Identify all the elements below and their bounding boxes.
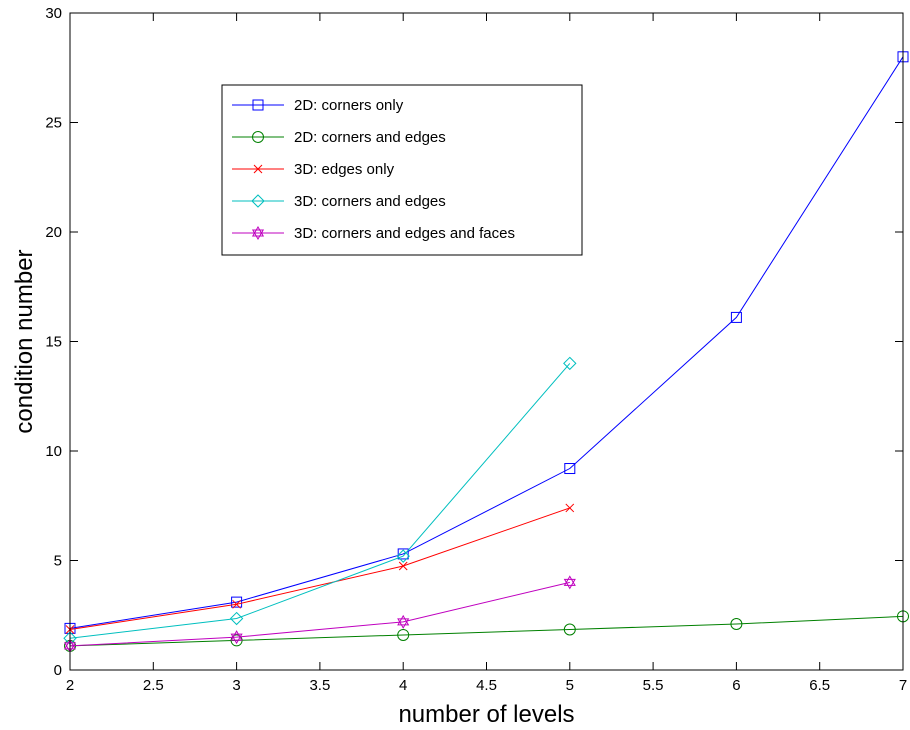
y-tick-label: 25: [45, 115, 62, 132]
data-point: [563, 356, 577, 371]
legend-label: 2D: corners and edges: [294, 129, 446, 146]
data-point: [231, 596, 243, 608]
x-tick-label: 5.5: [643, 677, 664, 694]
x-tick-label: 7: [899, 677, 907, 694]
x-tick-label: 5: [566, 677, 574, 694]
series-line: [69, 363, 571, 639]
series-3: [63, 356, 577, 645]
legend-entry: 2D: corners and edges: [232, 129, 446, 146]
y-axis-label: condition number: [11, 249, 38, 433]
data-point: [397, 614, 410, 629]
y-tick-label: 30: [45, 5, 62, 22]
data-point: [563, 575, 576, 590]
data-point: [230, 630, 243, 645]
data-point: [730, 311, 742, 323]
series-line: [69, 507, 570, 630]
legend-entry: 3D: corners and edges: [232, 193, 446, 210]
data-point: [396, 549, 410, 563]
legend-marker: [252, 99, 264, 111]
x-tick-label: 4.5: [476, 677, 497, 694]
x-tick-label: 3.5: [309, 677, 330, 694]
data-point: [565, 503, 575, 513]
data-point: [398, 561, 408, 571]
legend-label: 3D: corners and edges: [294, 193, 446, 210]
x-tick-label: 2.5: [143, 677, 164, 694]
legend-label: 3D: edges only: [294, 161, 395, 178]
series-2: [65, 503, 575, 634]
legend-marker: [251, 226, 265, 240]
legend-label: 3D: corners and edges and faces: [294, 225, 515, 242]
data-point: [232, 599, 241, 609]
series-line: [69, 581, 570, 647]
data-point: [229, 611, 244, 626]
data-point: [730, 618, 743, 631]
legend-marker: [253, 164, 263, 174]
series-line: [69, 615, 904, 647]
y-tick-label: 15: [45, 334, 62, 351]
series-line: [69, 56, 904, 629]
data-point: [563, 623, 576, 636]
y-tick-label: 5: [54, 553, 62, 570]
legend-entry: 3D: corners and edges and faces: [232, 225, 515, 242]
legend-entry: 3D: edges only: [232, 161, 395, 178]
y-tick-label: 10: [45, 443, 62, 460]
data-point: [564, 463, 576, 475]
legend-box: [221, 84, 583, 256]
plot-area: [63, 51, 909, 653]
x-axis-label: number of levels: [398, 701, 574, 728]
y-tick-label: 0: [54, 662, 62, 679]
y-tick-label: 20: [45, 224, 62, 241]
legend: 2D: corners only 2D: corners and edges 3D:…: [221, 84, 583, 256]
ticks: 2 2.5 3 3.5 4 4.5 5 5.5 6 6.5 7 0 5 10 15 20 25 30: [45, 5, 907, 694]
legend-label: 2D: corners only: [294, 97, 404, 114]
x-tick-label: 6: [732, 677, 740, 694]
legend-marker: [252, 131, 264, 143]
x-tick-label: 2: [66, 677, 74, 694]
legend-entry: 2D: corners only: [232, 97, 404, 114]
data-point: [397, 628, 410, 641]
x-tick-label: 3: [232, 677, 240, 694]
legend-marker: [251, 194, 265, 208]
x-tick-label: 6.5: [809, 677, 830, 694]
data-point: [397, 548, 409, 560]
x-tick-label: 4: [399, 677, 407, 694]
